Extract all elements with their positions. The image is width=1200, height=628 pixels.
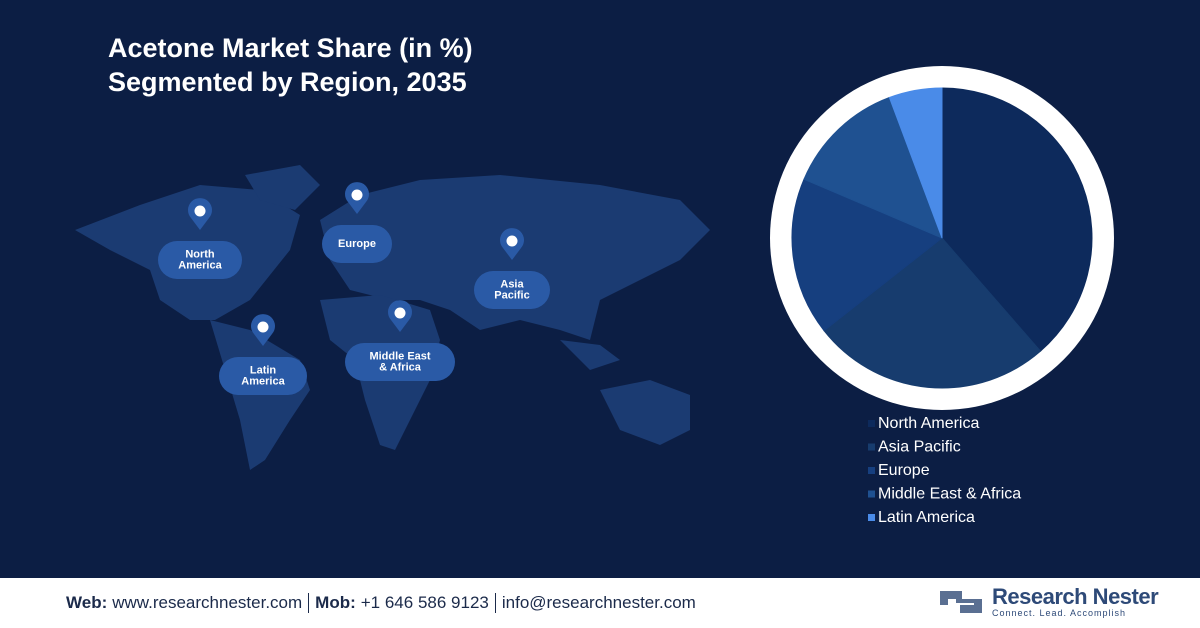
legend-label: North America (878, 415, 979, 432)
separator (308, 593, 310, 613)
map-pin-dot (257, 321, 269, 333)
web-label: Web: (66, 593, 108, 612)
map-pin-dot (394, 307, 406, 319)
map-pin-dot (194, 205, 206, 217)
legend-swatch (868, 467, 875, 474)
map-label: North America (178, 248, 222, 271)
logo-name: Research Nester (992, 584, 1159, 609)
map-label: Middle East & Africa (369, 350, 430, 373)
email: info@researchnester.com (501, 593, 696, 612)
pie-slice (823, 237, 1042, 389)
mob: +1 646 586 9123 (360, 593, 489, 612)
legend-label: Europe (878, 462, 930, 479)
footer: Web: www.researchnester.com Mob: +1 646 … (0, 578, 1200, 628)
map-label: Asia Pacific (494, 278, 529, 301)
map-pill (322, 225, 392, 263)
map-pin-dot (351, 189, 363, 201)
legend-swatch (868, 420, 875, 427)
contact: Web: www.researchnester.com Mob: +1 646 … (66, 593, 696, 613)
map-pin-dot (506, 235, 518, 247)
legend-swatch (868, 443, 875, 451)
map-label: Europe (338, 238, 376, 250)
pie-slice (791, 178, 943, 332)
legend-label: Asia Pacific (878, 439, 961, 456)
pie-slice (941, 87, 1093, 352)
logo-icon (940, 591, 982, 613)
map-pill (474, 271, 550, 309)
separator (494, 593, 496, 613)
map-pill (158, 241, 242, 279)
web: www.researchnester.com (112, 593, 303, 612)
logo: Research Nester Connect. Lead. Accomplis… (936, 584, 1159, 618)
map-label: Latin America (241, 364, 285, 387)
map-pill (345, 343, 455, 381)
pie-slice (888, 87, 943, 239)
chart-title: Acetone Market Share (in %) (108, 33, 473, 63)
logo-tagline: Connect. Lead. Accomplish (992, 608, 1127, 618)
pie-slice (803, 96, 943, 239)
legend-label: Latin America (878, 509, 975, 526)
legend-swatch (868, 514, 875, 521)
legend-swatch (868, 490, 875, 498)
mob-label: Mob: (315, 593, 356, 612)
chart-subtitle: Segmented by Region, 2035 (108, 67, 467, 97)
map-pill (219, 357, 307, 395)
chart: Acetone Market Share (in %) Segmented by… (75, 33, 1114, 526)
legend-label: Middle East & Africa (878, 486, 1021, 503)
